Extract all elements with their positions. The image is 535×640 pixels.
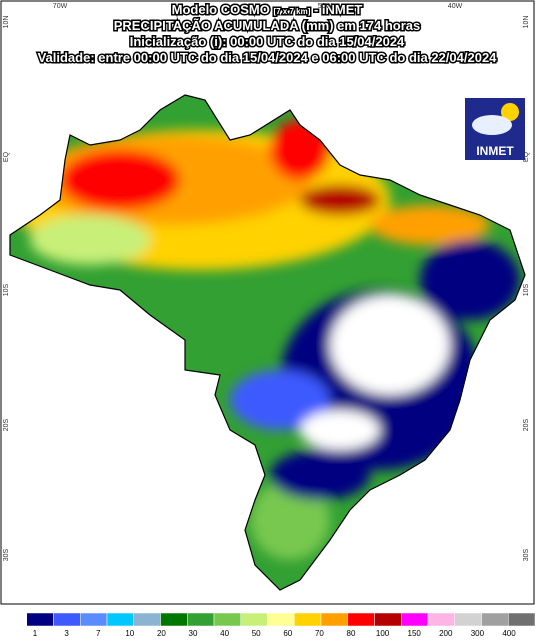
latitude-label: 20S [3, 418, 10, 431]
blob [300, 410, 380, 450]
latitude-label: 10S [3, 283, 10, 296]
colorbar-box [240, 612, 268, 627]
blob [250, 480, 330, 560]
latitude-label: EQ [3, 151, 10, 162]
colorbar-label: 100 [376, 629, 390, 638]
colorbar-label: 1 [33, 629, 38, 638]
latitude-label: EQ [523, 151, 530, 162]
colorbar-box [294, 612, 322, 627]
blob [270, 450, 370, 500]
colorbar-box [160, 612, 188, 627]
latitude-label: 10N [523, 16, 530, 29]
colorbar-label: 200 [439, 629, 453, 638]
colorbar-label: 30 [189, 629, 198, 638]
colorbar-label: 300 [471, 629, 485, 638]
blob [30, 215, 150, 265]
colorbar-label: 60 [283, 629, 292, 638]
title-main: Modelo COSMO [172, 2, 274, 17]
title-tail: - INMET [310, 2, 362, 17]
colorbar-label: 70 [315, 629, 324, 638]
blob [370, 205, 490, 245]
colorbar-box [508, 612, 535, 627]
title-line-2: PRECIPITAÇÃO ACUMULADA (mm) em 174 horas [114, 18, 421, 33]
longitude-label: 40W [448, 3, 463, 10]
title-line-4: Validade: entre 00:00 UTC do dia 15/04/2… [38, 50, 498, 65]
longitude-label: 50W [318, 3, 333, 10]
logo-cloud [472, 115, 512, 135]
colorbar-label: 80 [347, 629, 356, 638]
colorbar-box [213, 612, 241, 627]
logo-text: INMET [476, 144, 514, 158]
latitude-label: 10N [3, 16, 10, 29]
colorbar-label: 3 [64, 629, 69, 638]
colorbar-label: 150 [408, 629, 422, 638]
inmet-logo: INMET [465, 98, 525, 160]
blob [60, 150, 180, 210]
blob [420, 240, 520, 320]
colorbar-box [26, 612, 54, 627]
blob [330, 295, 450, 395]
latitude-label: 30S [3, 548, 10, 561]
colorbar-label: 7 [96, 629, 101, 638]
colorbar-box [267, 612, 295, 627]
colorbar-box [481, 612, 509, 627]
colorbar-box [454, 612, 482, 627]
blob [230, 370, 330, 430]
colorbar-box [401, 612, 429, 627]
colorbar-box [374, 612, 402, 627]
colorbar-label: 20 [157, 629, 166, 638]
longitude-label: 70W [53, 3, 68, 10]
colorbar-label: 40 [220, 629, 229, 638]
colorbar-box [53, 612, 81, 627]
blob [300, 185, 380, 215]
colorbar-box [320, 612, 348, 627]
title-resolution: [7 x 7 km] [273, 7, 310, 16]
colorbar-box [133, 612, 161, 627]
logo-sun [501, 103, 519, 121]
colorbar-box [427, 612, 455, 627]
colorbar-box [0, 612, 27, 627]
colorbar-box [187, 612, 215, 627]
field-blobs [10, 120, 520, 560]
colorbar-box [347, 612, 375, 627]
colorbar-box [80, 612, 108, 627]
title-line-1: Modelo COSMO [7 x 7 km] - INMET [172, 2, 363, 17]
latitude-label: 10S [523, 283, 530, 296]
colorbar-label: 50 [252, 629, 261, 638]
colorbar-box [106, 612, 134, 627]
colorbar-label: 10 [125, 629, 134, 638]
title-line-3: Inicialização (i): 00:00 UTC do dia 15/0… [130, 34, 405, 49]
latitude-label: 20S [523, 418, 530, 431]
latitude-label: 30S [523, 548, 530, 561]
colorbar-label: 400 [502, 629, 516, 638]
country-border [9, 94, 526, 591]
